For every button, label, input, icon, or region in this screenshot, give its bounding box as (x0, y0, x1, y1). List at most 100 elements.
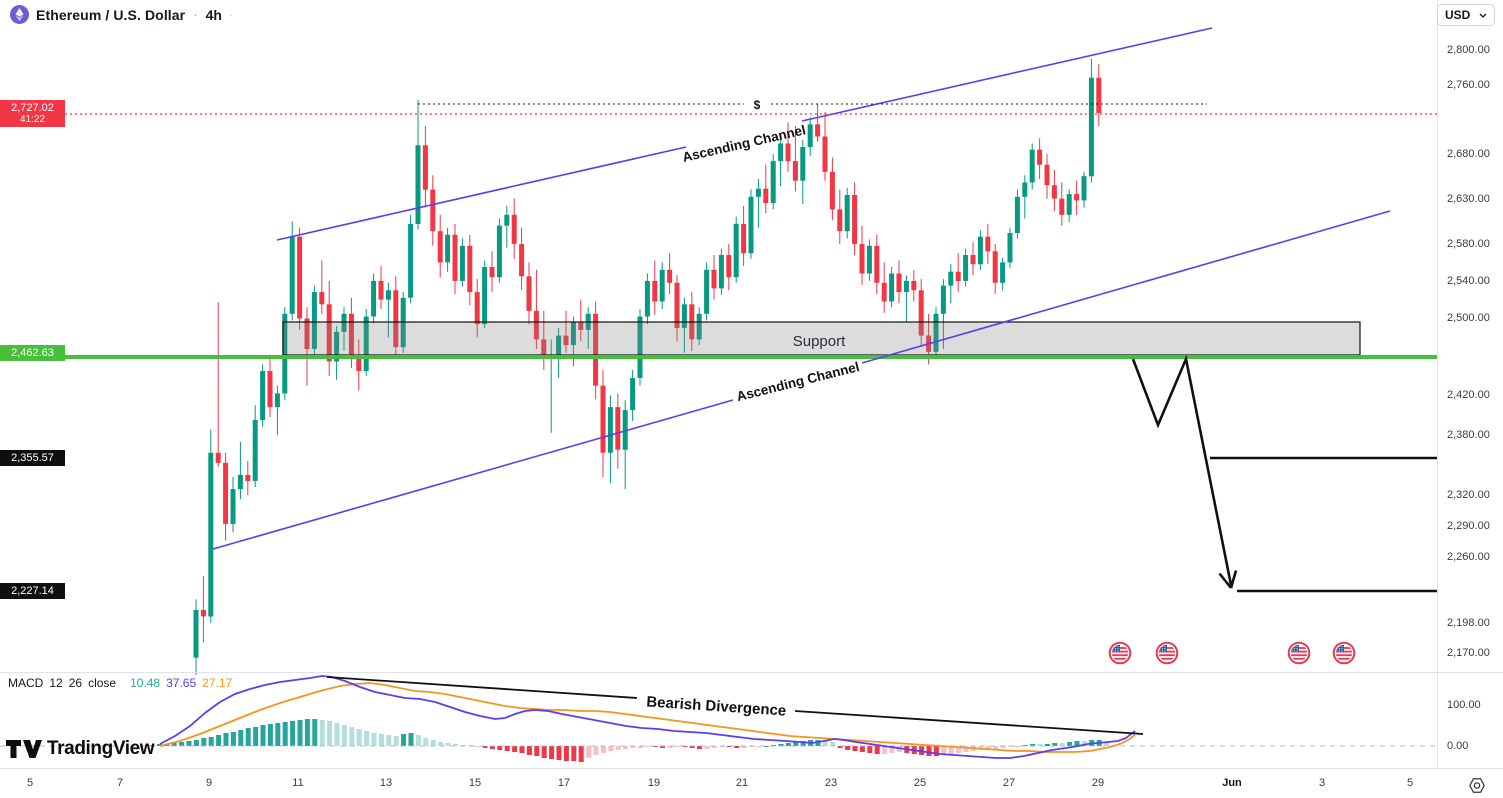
time-axis-label[interactable]: 15 (468, 777, 482, 789)
price-axis-label: 2,380.00 (1447, 429, 1490, 441)
price-axis-label: 2,500.00 (1447, 312, 1490, 324)
us-event-flag-icons[interactable] (1108, 641, 1356, 665)
time-axis[interactable]: 5 7 9 11 13 15 17 19 21 23 25 27 29 Jun 3 5 (0, 769, 1437, 798)
macd-signal-value: 27.17 (202, 676, 233, 690)
target2-price-badge: 2,227.14 (0, 583, 65, 599)
macd-histogram-bar (282, 722, 288, 746)
candle-body (852, 195, 858, 244)
candle-body (674, 282, 680, 328)
time-axis-label[interactable]: 23 (824, 777, 838, 789)
macd-histogram-bar (1059, 743, 1065, 746)
macd-histogram-bar (1104, 742, 1110, 746)
support-zone[interactable] (282, 321, 1361, 356)
price-axis[interactable]: 2,800.00 2,760.00 2,680.00 2,630.00 2,580.00… (1438, 0, 1503, 768)
dollar-marker: $ (754, 98, 761, 112)
price-axis-label: 2,630.00 (1447, 193, 1490, 205)
macd-histogram-bar (993, 746, 999, 749)
currency-label: USD (1445, 8, 1471, 22)
candle-body (252, 419, 258, 481)
candle-body (652, 280, 658, 302)
macd-histogram-bar (563, 746, 569, 761)
time-axis-label[interactable]: 9 (205, 777, 213, 789)
us-flag-icon (1155, 641, 1179, 665)
macd-title: MACD (8, 676, 44, 690)
candle-body (977, 236, 983, 265)
time-axis-label[interactable]: 11 (292, 777, 304, 789)
time-axis-label[interactable]: 3 (1318, 777, 1326, 789)
macd-histogram-bar (445, 743, 451, 746)
candle-body (822, 136, 828, 172)
target1-price-badge: 2,355.57 (0, 450, 65, 466)
candle-body (496, 225, 502, 278)
candle-body (896, 273, 902, 293)
pane-separator[interactable] (0, 672, 1503, 673)
macd-histogram-bar (452, 744, 458, 746)
macd-histogram-bar (630, 746, 636, 748)
candle-body (393, 290, 399, 348)
candle-body (881, 282, 887, 302)
tradingview-logo[interactable]: TradingView (6, 738, 155, 760)
projection-arrow[interactable] (1131, 354, 1238, 589)
axis-separator-vertical (1437, 0, 1438, 768)
time-axis-label[interactable]: 21 (735, 777, 749, 789)
candle-body (297, 236, 303, 319)
macd-histogram-bar (867, 746, 873, 753)
chevron-down-icon (1479, 13, 1487, 18)
macd-legend[interactable]: MACD 12 26 close 10.48 37.65 27.17 (8, 676, 232, 690)
axis-settings-icon[interactable] (1468, 777, 1486, 794)
macd-histogram-bar (637, 746, 643, 748)
price-axis-label: 2,800.00 (1447, 44, 1490, 56)
interval-label[interactable]: 4h (205, 6, 222, 23)
macd-histogram-bar (615, 746, 621, 750)
price-chart[interactable]: Support Ascending Channel Ascending Chan… (0, 0, 1437, 768)
divergence-trendline[interactable] (326, 676, 1144, 735)
time-axis-label[interactable]: 5 (1406, 777, 1414, 789)
candle-body (992, 251, 998, 283)
currency-selector[interactable]: USD (1437, 4, 1495, 26)
candle-body (681, 304, 687, 328)
macd-histogram-bar (275, 723, 281, 746)
candle-body (578, 322, 584, 330)
time-axis-label[interactable]: Jun (1222, 777, 1242, 789)
candle-body (474, 292, 480, 325)
price-axis-label: 2,198.00 (1447, 617, 1490, 629)
last-price-badge: 2,727.02 41:22 (0, 100, 65, 127)
macd-histogram-bar (208, 737, 214, 746)
macd-histogram-bar (963, 746, 969, 752)
macd-histogram-bar (245, 728, 251, 746)
candle-body (422, 145, 428, 190)
macd-histogram-bar (349, 727, 355, 746)
time-axis-label[interactable]: 25 (913, 777, 927, 789)
ascending-channel-lines[interactable] (212, 27, 1391, 550)
symbol-title[interactable]: Ethereum / U.S. Dollar (36, 6, 186, 23)
macd-histogram-bar (600, 746, 606, 753)
macd-histogram-bar (830, 742, 836, 746)
ascending-channel-label-bottom: Ascending Channel (735, 359, 861, 404)
candle-body (415, 145, 421, 224)
time-axis-label[interactable]: 19 (647, 777, 661, 789)
macd-histogram-bar (186, 741, 192, 746)
macd-histogram-bar (386, 735, 392, 746)
macd-histogram-bar (497, 746, 503, 750)
time-axis-label[interactable]: 29 (1091, 777, 1105, 789)
time-axis-label[interactable]: 13 (379, 777, 393, 789)
time-axis-label[interactable]: 17 (557, 777, 571, 789)
symbol-header[interactable]: Ethereum / U.S. Dollar · 4h · (10, 5, 233, 24)
price-axis-label: 2,580.00 (1447, 238, 1490, 250)
time-axis-label[interactable]: 7 (116, 777, 124, 789)
time-axis-label[interactable]: 5 (26, 777, 34, 789)
candle-body (1044, 164, 1050, 186)
candle-body (1029, 149, 1035, 183)
macd-histogram-bar (889, 746, 895, 753)
candle-body (1096, 77, 1102, 113)
us-flag-icon (1108, 641, 1132, 665)
candle-body (630, 377, 636, 411)
candle-body (334, 331, 340, 362)
macd-histogram-bar (1067, 742, 1073, 746)
time-axis-label[interactable]: 27 (1002, 777, 1016, 789)
macd-histogram-bar (697, 746, 703, 749)
candle-body (526, 276, 532, 311)
candle-body (911, 280, 917, 291)
macd-histogram-bar (512, 746, 518, 752)
